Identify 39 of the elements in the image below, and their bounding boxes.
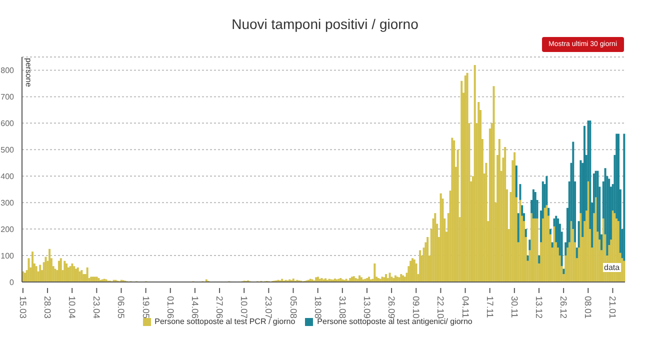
x-tick-label: 06.05 bbox=[116, 296, 126, 319]
x-tick-label: 28.03 bbox=[42, 296, 53, 319]
x-tick-label: 10.07 bbox=[239, 296, 250, 319]
x-tick-label: 19.05 bbox=[140, 296, 151, 319]
x-tick-label: 27.06 bbox=[214, 296, 225, 319]
y-tick-label: 200 bbox=[0, 224, 15, 234]
x-tick-label: 23.04 bbox=[92, 296, 102, 319]
x-tick-label: 10.04 bbox=[67, 296, 78, 319]
y-tick-label: 300 bbox=[0, 198, 15, 208]
chart-title: Nuovi tamponi positivi / giorno bbox=[230, 16, 420, 32]
x-tick-label: 22.10 bbox=[436, 296, 446, 319]
x-tick-label: 15.03 bbox=[18, 296, 28, 319]
y-tick-label: 0 bbox=[10, 278, 15, 287]
x-tick-label: 26.09 bbox=[386, 296, 397, 319]
x-tick-label: 23.07 bbox=[264, 296, 274, 319]
y-tick-label: 400 bbox=[0, 172, 15, 181]
x-tick-label: 31.08 bbox=[337, 296, 348, 319]
legend-label: Persone sottoposte al test PCR / giorno bbox=[154, 317, 296, 326]
x-tick-label: 18.08 bbox=[312, 296, 323, 319]
x-tick-label: 26.12 bbox=[558, 296, 569, 319]
x-tick-label: 17.11 bbox=[484, 296, 495, 318]
x-tick-label: 08.01 bbox=[583, 296, 594, 319]
y-tick-label: 500 bbox=[0, 145, 15, 154]
x-axis-title: data bbox=[603, 263, 621, 272]
y-axis-title: persone bbox=[24, 58, 33, 87]
y-tick-label: 700 bbox=[0, 92, 15, 102]
x-tick-label: 01.06 bbox=[165, 296, 176, 319]
x-tick-label: 14.06 bbox=[190, 296, 200, 319]
x-tick-label: 13.12 bbox=[534, 296, 544, 319]
x-tick-label: 04.11 bbox=[460, 296, 470, 318]
x-tick-label: 09.10 bbox=[411, 296, 422, 319]
y-tick-label: 600 bbox=[0, 119, 15, 128]
y-tick-label: 100 bbox=[0, 251, 15, 260]
y-tick-label: 800 bbox=[0, 66, 15, 76]
x-tick-label: 30.11 bbox=[509, 296, 520, 318]
x-tick-label: 21.01 bbox=[608, 296, 618, 319]
x-tick-label: 05.08 bbox=[288, 296, 298, 319]
x-tick-label: 13.09 bbox=[362, 296, 372, 319]
legend-label: Persone sottoposte al test antigenici/ giorno bbox=[317, 317, 472, 326]
